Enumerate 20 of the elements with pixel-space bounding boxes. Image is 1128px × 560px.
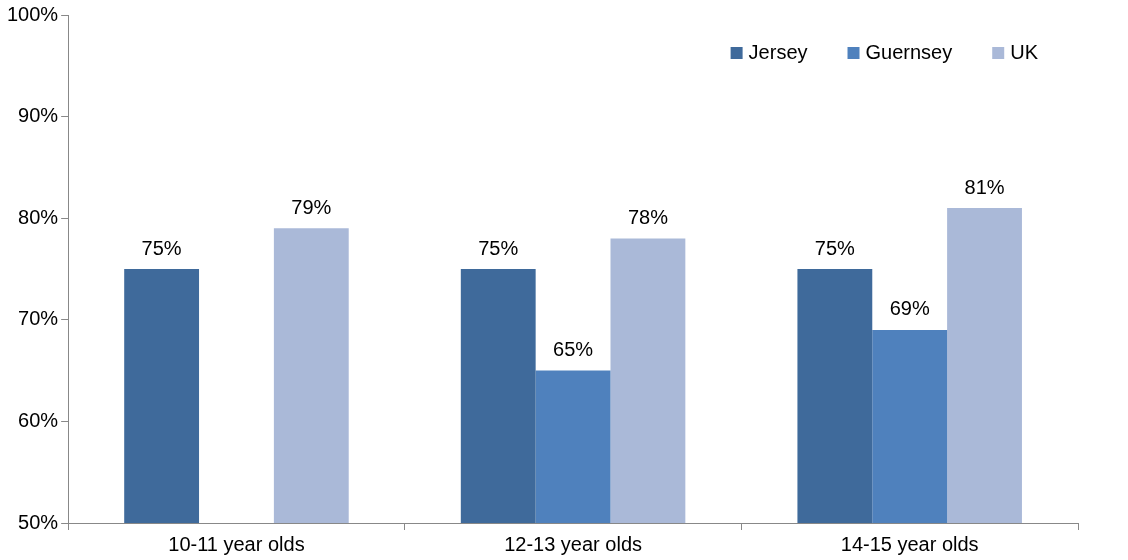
x-tick-label: 14-15 year olds	[840, 532, 979, 555]
data-label: 75%	[814, 236, 856, 259]
legend-label: Guernsey	[865, 40, 953, 63]
y-tick-label: 70%	[18, 307, 59, 330]
legend-label: UK	[1010, 40, 1039, 63]
y-tick-label: 100%	[7, 2, 59, 25]
data-label: 79%	[291, 195, 332, 218]
data-label: 75%	[141, 236, 182, 259]
y-tick-label: 90%	[18, 104, 59, 127]
y-tick-label: 60%	[18, 408, 59, 431]
data-label: 65%	[553, 338, 594, 361]
data-label: 69%	[889, 297, 930, 320]
y-tick-label: 50%	[18, 510, 59, 533]
x-tick-label: 10-11 year olds	[168, 532, 305, 555]
y-tick-label: 80%	[18, 205, 59, 228]
data-label: 75%	[478, 236, 519, 259]
x-tick-label: 12-13 year olds	[504, 532, 643, 555]
data-label: 78%	[627, 206, 669, 229]
data-label: 81%	[964, 175, 1005, 198]
legend-label: Jersey	[748, 40, 808, 63]
